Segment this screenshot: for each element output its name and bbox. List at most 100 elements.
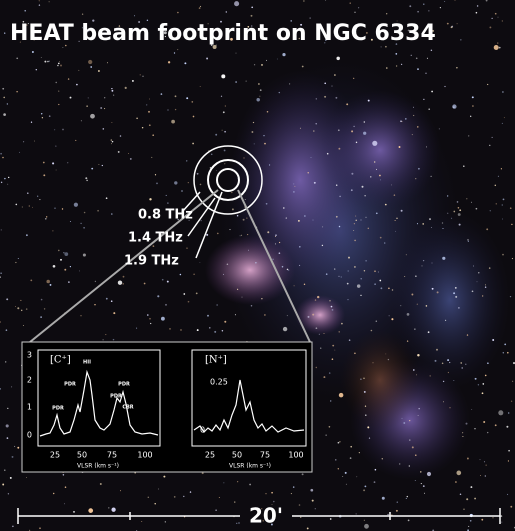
star (507, 460, 509, 462)
star (105, 297, 108, 300)
star (347, 298, 349, 301)
star (356, 284, 361, 288)
star (467, 240, 469, 242)
star (317, 295, 320, 299)
star (303, 283, 306, 286)
star (242, 218, 245, 221)
star (427, 331, 430, 334)
star (255, 262, 257, 264)
star (469, 519, 472, 522)
star (73, 202, 79, 207)
star (142, 75, 144, 77)
star (370, 176, 372, 178)
star (492, 339, 495, 341)
star (391, 318, 394, 321)
star (346, 282, 349, 285)
star (54, 129, 56, 131)
star (46, 279, 50, 284)
star (465, 363, 467, 365)
star (439, 7, 441, 9)
star (393, 194, 396, 196)
beam-label: 0.8 THz (138, 208, 193, 223)
star (207, 23, 209, 25)
star (189, 491, 192, 493)
star (303, 0, 305, 2)
star (104, 108, 106, 110)
star (62, 474, 65, 476)
star (19, 41, 21, 43)
star (234, 1, 240, 7)
star (244, 199, 246, 201)
star (169, 328, 171, 330)
star (374, 283, 376, 285)
star (238, 522, 240, 524)
inset-frame (21, 341, 313, 473)
star (473, 265, 474, 267)
star (363, 377, 365, 379)
beam-label: 1.9 THz (124, 254, 179, 269)
star (416, 374, 418, 376)
star (506, 425, 509, 428)
annotation: HII (83, 360, 91, 366)
star (46, 216, 48, 218)
panel-label: [C⁺] (50, 355, 71, 366)
star (187, 182, 189, 184)
x-tick-label: 75 (260, 451, 270, 460)
star (282, 326, 288, 332)
star (286, 268, 289, 271)
star (111, 87, 113, 90)
star (363, 519, 365, 521)
star (12, 525, 14, 528)
star (417, 10, 419, 13)
star (488, 267, 491, 269)
star (394, 220, 396, 222)
star (421, 265, 423, 267)
star (293, 183, 295, 185)
star (331, 309, 334, 311)
star (328, 425, 331, 428)
star (128, 153, 130, 155)
star (312, 219, 314, 221)
star (251, 131, 254, 133)
star (376, 168, 377, 170)
star (251, 6, 254, 9)
star (324, 95, 327, 98)
star (14, 445, 16, 447)
star (94, 280, 97, 283)
star (436, 348, 438, 351)
star (375, 320, 378, 323)
star (7, 407, 9, 410)
star (364, 405, 367, 407)
star (237, 481, 239, 483)
star (501, 204, 503, 206)
star (377, 26, 379, 28)
star (78, 270, 80, 272)
star (365, 260, 367, 262)
star (354, 239, 356, 242)
star (463, 508, 465, 510)
star (195, 292, 198, 295)
star (349, 2, 351, 4)
star (408, 465, 410, 467)
star (340, 276, 342, 278)
star (398, 463, 401, 465)
star (146, 104, 148, 106)
star (198, 7, 201, 9)
star (481, 392, 484, 395)
star (124, 86, 127, 89)
star (34, 140, 35, 142)
star (444, 0, 446, 2)
star (212, 45, 217, 49)
star (428, 108, 431, 111)
star (353, 125, 355, 128)
star (477, 384, 480, 386)
x-tick-label: 50 (232, 451, 242, 460)
star (380, 46, 382, 48)
star (324, 82, 327, 85)
star (163, 31, 167, 35)
star (484, 284, 486, 286)
star (374, 468, 377, 471)
star (430, 175, 432, 177)
star (150, 322, 152, 325)
star (241, 234, 243, 236)
